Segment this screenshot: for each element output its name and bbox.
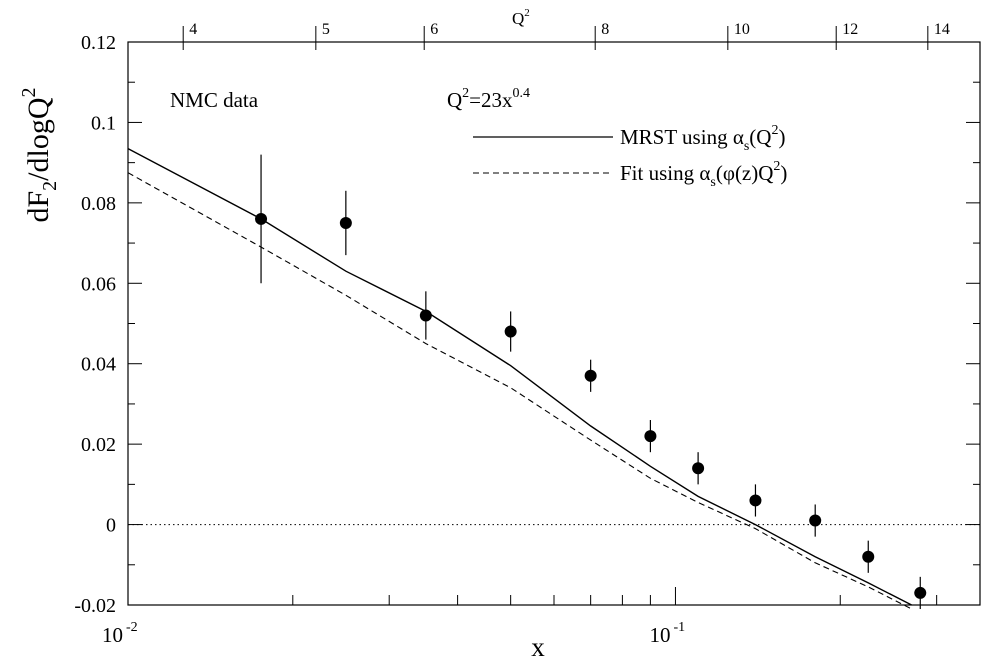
top-tick-label: 12	[842, 21, 858, 38]
data-point	[585, 370, 597, 382]
x-axis: 10 -2 10 -1	[102, 587, 937, 647]
y-tick-label: 0.04	[81, 354, 116, 376]
data-point	[692, 462, 704, 474]
y-tick-label: -0.02	[74, 595, 116, 617]
data-point	[340, 217, 352, 229]
top-tick-label: 5	[322, 21, 330, 38]
x-tick-label: 10 -1	[649, 620, 685, 647]
y-tick-label: 0.12	[81, 32, 116, 54]
fit-curve	[128, 173, 912, 609]
data-point	[505, 326, 517, 338]
x-axis-label: x	[531, 632, 545, 660]
data-points	[255, 155, 926, 609]
mrst-curve	[128, 149, 912, 605]
top-tick-label: 14	[934, 21, 950, 38]
top-tick-label: 6	[430, 21, 438, 38]
curves	[128, 149, 912, 609]
top-tick-label: 4	[189, 21, 197, 38]
data-point	[255, 213, 267, 225]
y-tick-label: 0.1	[91, 112, 116, 134]
top-axis-label: Q2	[512, 7, 530, 28]
top-axis-q2: 4 5 6 8 10 12 14 Q2	[183, 7, 950, 50]
legend-solid-label: MRST using αs(Q2)	[620, 123, 785, 154]
relation-annotation: Q2=23x0.4	[447, 86, 530, 112]
x-tick-label: 10 -2	[102, 620, 138, 647]
data-point	[749, 494, 761, 506]
dataset-annotation: NMC data	[170, 88, 259, 112]
plot-frame	[128, 42, 980, 605]
top-tick-label: 8	[601, 21, 609, 38]
legend-dashed-label: Fit using αs(φ(z)Q2)	[620, 159, 787, 190]
y-tick-label: 0.06	[81, 273, 116, 295]
y-axis: -0.02 0 0.02 0.04 0.06 0.08 0.1 0.12	[74, 32, 980, 617]
y-tick-label: 0.08	[81, 193, 116, 215]
y-tick-label: 0.02	[81, 434, 116, 456]
data-point	[862, 551, 874, 563]
data-point	[914, 587, 926, 599]
top-tick-label: 10	[734, 21, 750, 38]
y-axis-label: dF2/dlogQ2	[18, 87, 61, 222]
legend: MRST using αs(Q2) Fit using αs(φ(z)Q2)	[473, 123, 787, 190]
data-point	[809, 515, 821, 527]
data-point	[420, 309, 432, 321]
data-point	[644, 430, 656, 442]
y-tick-label: 0	[106, 515, 116, 537]
